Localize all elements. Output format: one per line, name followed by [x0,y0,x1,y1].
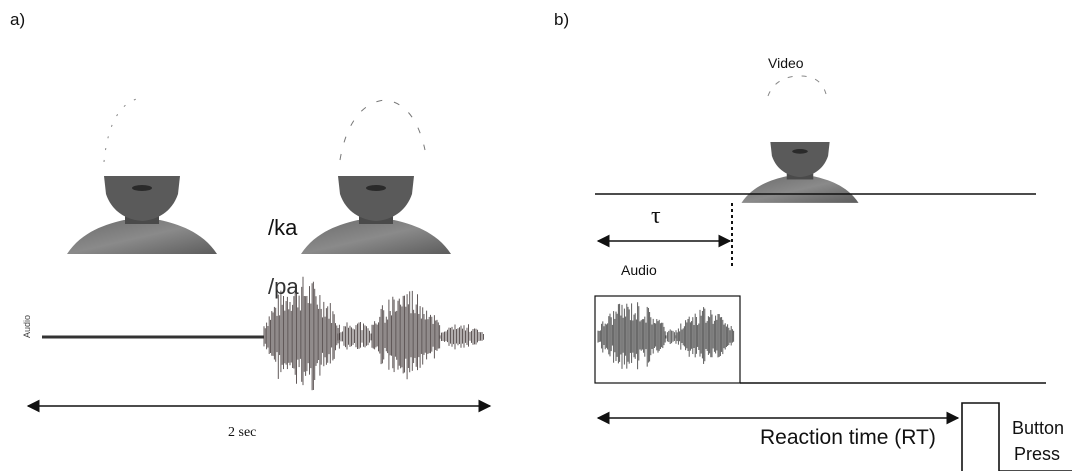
syllable-video-label: /ka [268,215,298,240]
audio-waveform-a [42,276,484,391]
duration-label: 2 sec [228,425,257,440]
tau-label: τ [651,203,661,229]
waveform-axis-label: Audio [22,314,32,338]
face-image-video [741,75,859,203]
audio-label: Audio [621,262,657,278]
audio-box [594,295,741,384]
panel-a-label: a) [10,10,26,29]
face-image-left [67,97,217,254]
rt-label: Reaction time (RT) [760,426,936,449]
button-label-line2: Press [1014,444,1061,464]
video-label: Video [768,55,804,71]
button-label-line1: Button [1012,418,1065,438]
panel-b-label: b) [554,10,570,29]
syllable-audio-label: /pa [268,274,299,299]
audio-waveform-b [597,302,735,370]
face-image-right [301,99,451,254]
